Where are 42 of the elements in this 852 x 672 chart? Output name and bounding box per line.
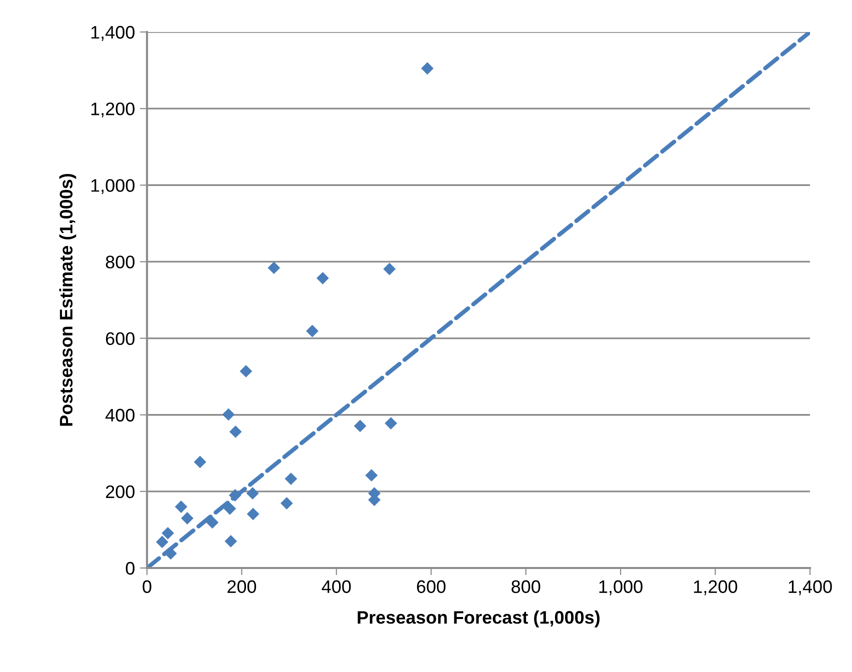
point bbox=[421, 62, 434, 75]
x-tick-label: 800 bbox=[512, 580, 540, 594]
y-tick-label: 1,400 bbox=[91, 26, 134, 41]
y-tick-label: 1,000 bbox=[91, 179, 134, 194]
point bbox=[280, 497, 293, 510]
point bbox=[306, 324, 318, 338]
y-tick-label: 1,200 bbox=[91, 102, 134, 118]
point bbox=[354, 420, 366, 432]
point bbox=[268, 262, 280, 274]
point bbox=[246, 487, 259, 500]
y-tick-label: 200 bbox=[106, 485, 134, 498]
point bbox=[174, 500, 188, 513]
point bbox=[284, 472, 298, 486]
x-tick-label: 200 bbox=[228, 580, 256, 594]
point bbox=[383, 262, 396, 276]
x-tick-label: 1,000 bbox=[599, 580, 642, 596]
point bbox=[384, 417, 398, 430]
point bbox=[229, 425, 242, 438]
point bbox=[162, 526, 174, 540]
y-tick-label: 600 bbox=[106, 332, 134, 346]
point bbox=[194, 456, 206, 468]
point bbox=[206, 516, 219, 529]
point bbox=[246, 508, 260, 520]
point bbox=[222, 408, 235, 421]
point bbox=[365, 469, 378, 482]
x-tick-label: 1,200 bbox=[694, 580, 738, 596]
point bbox=[316, 272, 329, 284]
x-tick-label: 0 bbox=[142, 580, 152, 594]
y-tick-label: 0 bbox=[126, 562, 134, 575]
x-tick-label: 400 bbox=[322, 580, 351, 594]
point bbox=[156, 536, 168, 548]
x-axis-title: Preseason Forecast (1,000s) bbox=[358, 610, 600, 628]
point bbox=[181, 512, 194, 524]
y-tick-label: 400 bbox=[105, 408, 134, 422]
y-axis-title: Postseason Estimate (1,000s) bbox=[59, 174, 76, 426]
point bbox=[224, 534, 238, 548]
point bbox=[224, 502, 236, 515]
x-tick-label: 1,400 bbox=[788, 580, 832, 596]
point bbox=[240, 365, 252, 378]
x-tick-label: 600 bbox=[417, 580, 446, 594]
y-tick-label: 800 bbox=[106, 256, 134, 268]
point bbox=[228, 489, 242, 502]
